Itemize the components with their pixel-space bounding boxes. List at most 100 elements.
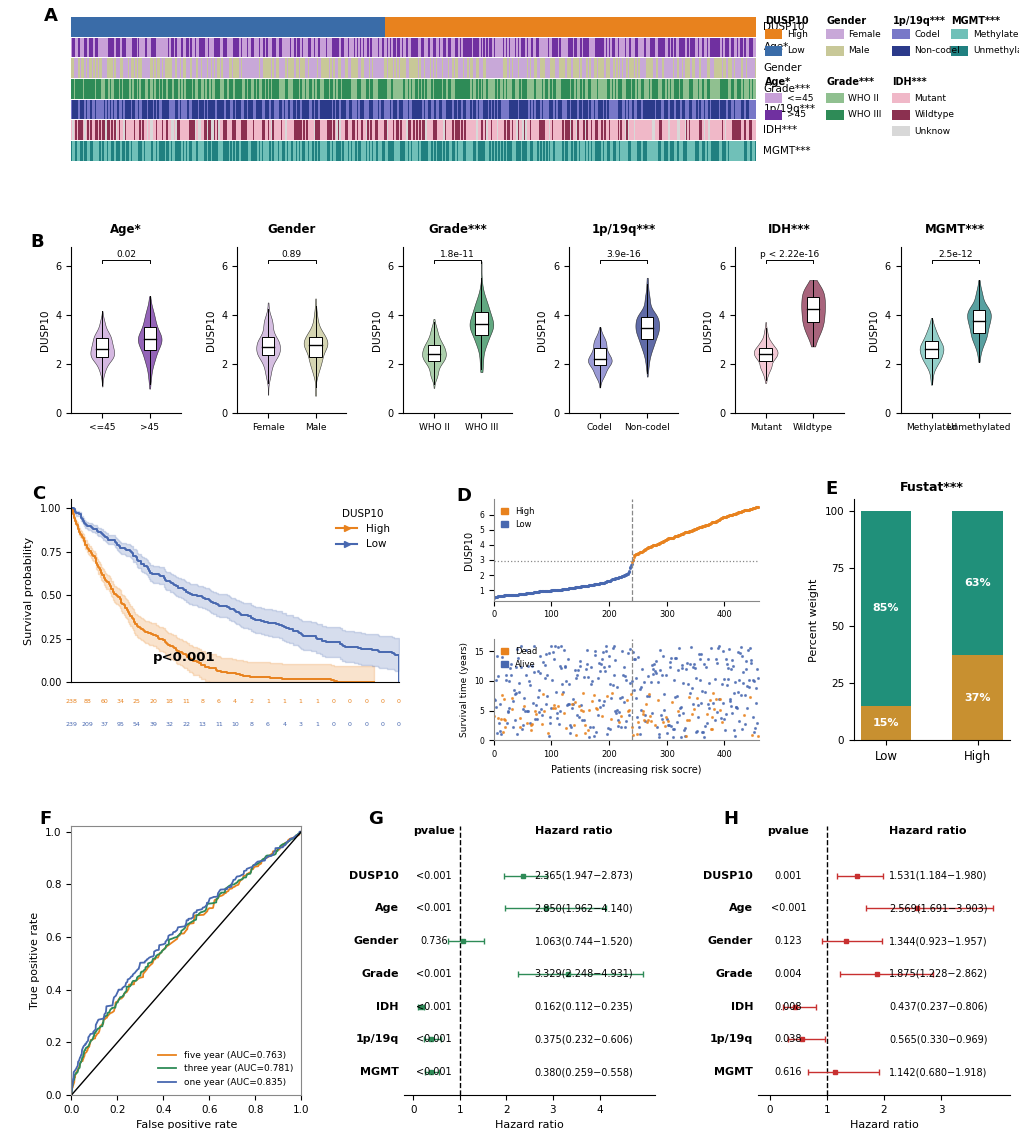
- Point: [548, 704, 565, 723]
- Point: [641, 537, 657, 555]
- Point: [620, 562, 636, 580]
- Point: [608, 569, 625, 587]
- Text: Gender: Gender: [707, 936, 752, 946]
- Point: [618, 566, 634, 584]
- Text: <0.001: <0.001: [416, 1067, 451, 1077]
- Point: [698, 715, 714, 733]
- Point: [503, 586, 520, 604]
- Point: [697, 516, 713, 534]
- Point: [649, 535, 665, 553]
- Point: [700, 674, 716, 692]
- Point: [693, 517, 709, 535]
- Point: [634, 702, 650, 720]
- Point: [638, 539, 654, 557]
- Point: [736, 501, 752, 519]
- Point: [667, 649, 684, 667]
- Point: [549, 638, 566, 656]
- Point: [719, 507, 736, 525]
- Point: [543, 699, 559, 717]
- Point: [687, 724, 703, 742]
- Point: [511, 585, 527, 603]
- Point: [636, 711, 652, 729]
- Point: [689, 708, 705, 726]
- Point: [495, 709, 512, 727]
- Legend: High, Low: High, Low: [497, 504, 537, 533]
- Point: [647, 651, 663, 669]
- five year (AUC=0.763): [294, 825, 307, 839]
- one year (AUC=0.835): [220, 883, 232, 896]
- Point: [561, 579, 578, 597]
- Point: [534, 583, 550, 601]
- Point: [684, 680, 700, 698]
- Point: [489, 667, 505, 685]
- Point: [676, 719, 692, 737]
- Point: [523, 584, 539, 602]
- Point: [673, 525, 689, 543]
- Legend: five year (AUC=0.763), three year (AUC=0.781), one year (AUC=0.835): five year (AUC=0.763), three year (AUC=0…: [155, 1048, 297, 1091]
- Point: [576, 577, 592, 595]
- Point: [644, 536, 660, 554]
- Point: [657, 665, 674, 683]
- Text: >45: >45: [787, 111, 805, 119]
- Point: [728, 698, 744, 716]
- Point: [717, 508, 734, 526]
- Text: WHO II: WHO II: [848, 94, 878, 103]
- Text: DUSP10: DUSP10: [348, 870, 398, 881]
- Text: 2: 2: [250, 699, 254, 703]
- Point: [584, 576, 600, 594]
- Text: 88: 88: [84, 699, 92, 703]
- Point: [554, 580, 571, 598]
- Point: [569, 706, 585, 724]
- Point: [542, 581, 558, 599]
- Point: [556, 580, 573, 598]
- Point: [655, 532, 672, 550]
- Text: MGMT***: MGMT***: [762, 146, 810, 156]
- Point: [731, 671, 747, 689]
- Point: [520, 584, 536, 602]
- Point: [544, 581, 560, 599]
- Point: [634, 542, 650, 560]
- Point: [659, 530, 676, 548]
- Point: [585, 727, 601, 745]
- Point: [555, 703, 572, 721]
- Point: [710, 510, 727, 528]
- Point: [583, 576, 599, 594]
- Text: 1.531(1.184−1.980): 1.531(1.184−1.980): [889, 870, 986, 881]
- Point: [746, 499, 762, 517]
- Point: [526, 584, 542, 602]
- Point: [602, 709, 619, 727]
- Text: 37: 37: [100, 723, 108, 727]
- Point: [653, 666, 669, 684]
- Point: [640, 711, 656, 729]
- Point: [545, 581, 561, 599]
- Point: [547, 581, 564, 599]
- Point: [491, 721, 507, 739]
- Point: [687, 519, 703, 537]
- Point: [691, 672, 707, 690]
- Point: [638, 714, 654, 732]
- Point: [743, 500, 759, 518]
- Point: [517, 640, 533, 658]
- Bar: [764, 45, 782, 55]
- Point: [689, 518, 705, 536]
- five year (AUC=0.763): [226, 882, 238, 895]
- Point: [682, 638, 698, 656]
- Point: [719, 669, 736, 688]
- Point: [498, 586, 515, 604]
- Point: [645, 655, 661, 673]
- Point: [630, 648, 646, 666]
- Point: [733, 502, 749, 520]
- Text: 0.565(0.330−0.969): 0.565(0.330−0.969): [889, 1034, 986, 1044]
- Point: [570, 708, 586, 726]
- Point: [627, 650, 643, 668]
- Point: [686, 520, 702, 539]
- Point: [568, 726, 584, 744]
- Point: [599, 572, 615, 590]
- Point: [568, 578, 584, 596]
- Point: [740, 500, 756, 518]
- Point: [716, 508, 733, 526]
- Point: [631, 544, 647, 562]
- Point: [705, 513, 721, 531]
- Point: [692, 518, 708, 536]
- Point: [717, 507, 734, 525]
